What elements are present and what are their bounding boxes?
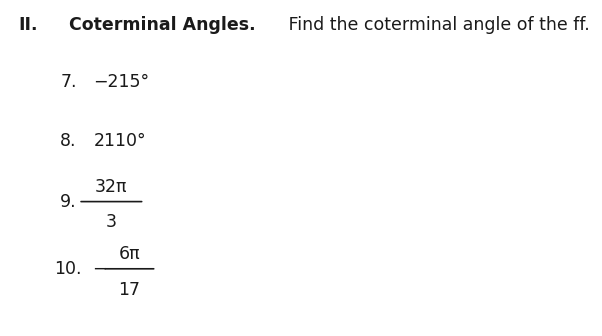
Text: 7.: 7. xyxy=(60,73,76,91)
Text: 2110°: 2110° xyxy=(93,132,146,150)
Text: 8.: 8. xyxy=(60,132,76,150)
Text: 9.: 9. xyxy=(60,193,77,211)
Text: 3: 3 xyxy=(106,213,117,232)
Text: −: − xyxy=(92,260,107,278)
Text: Coterminal Angles.: Coterminal Angles. xyxy=(69,16,256,34)
Text: 10.: 10. xyxy=(54,260,82,278)
Text: 6π: 6π xyxy=(119,245,140,263)
Text: −215°: −215° xyxy=(93,73,149,91)
Text: 17: 17 xyxy=(119,281,140,299)
Text: Find the coterminal angle of the ff.: Find the coterminal angle of the ff. xyxy=(283,16,590,34)
Text: II.: II. xyxy=(18,16,37,34)
Text: 32π: 32π xyxy=(95,177,128,196)
